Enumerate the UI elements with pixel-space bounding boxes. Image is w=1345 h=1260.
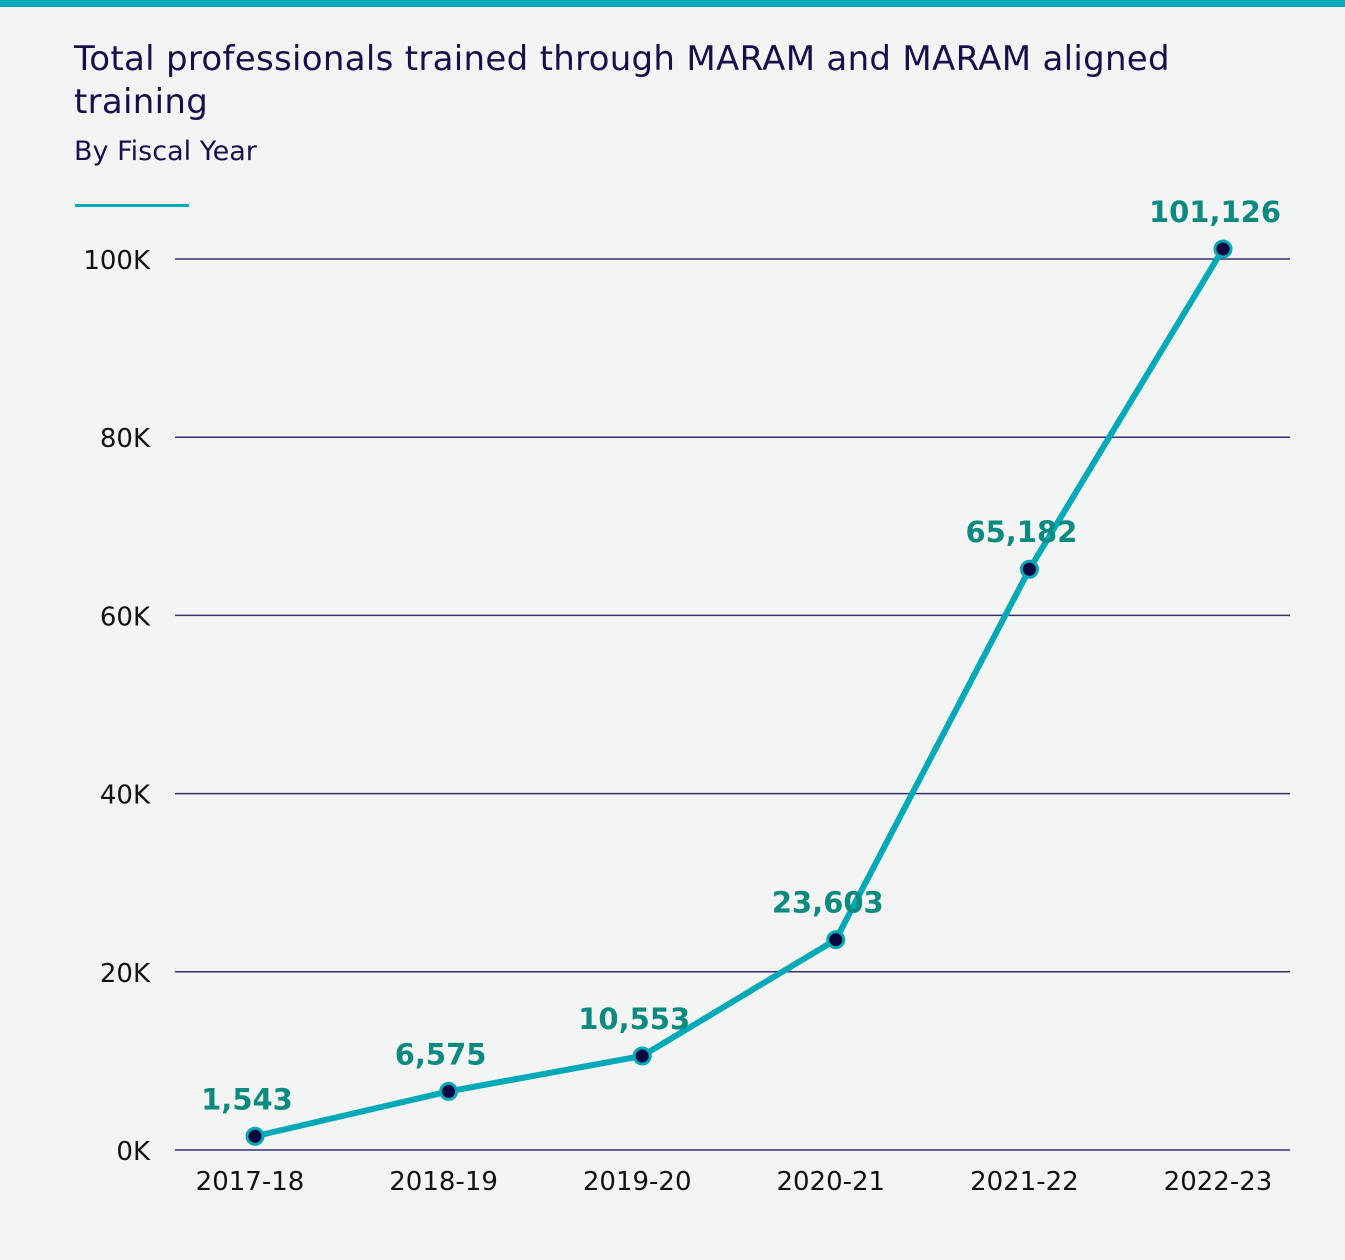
data-point: [826, 930, 846, 950]
y-tick-label: 20K: [100, 959, 151, 989]
data-point: [632, 1046, 652, 1066]
data-point: [1213, 239, 1233, 259]
chart-subtitle: By Fiscal Year: [74, 136, 257, 167]
data-point: [245, 1126, 265, 1146]
data-label: 6,575: [395, 1037, 487, 1071]
data-label: 1,543: [201, 1082, 293, 1116]
x-tick-label: 2019-20: [583, 1167, 692, 1197]
y-tick-label: 40K: [100, 781, 151, 811]
x-tick-label: 2020-21: [776, 1167, 885, 1197]
x-tick-label: 2018-19: [389, 1167, 498, 1197]
chart-title: Total professionals trained through MARA…: [74, 39, 1170, 122]
title-underline: [75, 204, 189, 207]
data-label: 10,553: [578, 1002, 690, 1036]
x-tick-label: 2022-23: [1164, 1167, 1273, 1197]
y-tick-label: 0K: [116, 1137, 151, 1167]
data-point: [1019, 559, 1039, 579]
x-tick-label: 2017-18: [196, 1167, 305, 1197]
data-label: 65,182: [965, 515, 1077, 549]
y-tick-label: 100K: [83, 246, 151, 276]
y-tick-label: 80K: [100, 424, 151, 454]
data-label: 101,126: [1149, 195, 1281, 229]
data-point: [439, 1081, 459, 1101]
top-accent-bar: [0, 0, 1345, 7]
y-tick-label: 60K: [100, 602, 151, 632]
x-tick-label: 2021-22: [970, 1167, 1079, 1197]
data-label: 23,603: [772, 886, 884, 920]
series-line: [254, 247, 1226, 1140]
